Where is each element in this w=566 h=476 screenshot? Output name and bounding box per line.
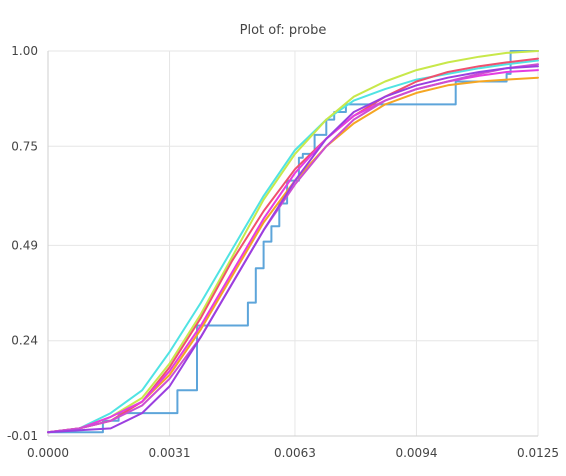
series-line-1 xyxy=(47,50,539,434)
y-tick-label: 0.49 xyxy=(11,238,38,252)
series-line-2 xyxy=(47,59,539,434)
series-lines xyxy=(47,50,539,434)
x-tick-label: 0.0125 xyxy=(517,446,559,460)
y-tick-label: 0.24 xyxy=(11,334,38,348)
x-tick-label: 0.0031 xyxy=(149,446,191,460)
series-line-5 xyxy=(47,57,539,434)
y-tick-label: 1.00 xyxy=(11,44,38,58)
series-line-3 xyxy=(47,50,539,434)
x-tick-label: 0.0000 xyxy=(27,446,69,460)
x-tick-label: 0.0094 xyxy=(395,446,437,460)
axes xyxy=(47,51,538,437)
chart-title: Plot of: probe xyxy=(240,23,327,38)
series-line-4 xyxy=(47,76,539,434)
grid-lines xyxy=(47,50,539,437)
series-line-7 xyxy=(47,63,539,434)
series-line-6 xyxy=(47,69,539,434)
series-line-8 xyxy=(47,65,539,434)
tick-labels: 0.0000 0.0031 0.0063 0.0094 0.0125 -0.01 0.24 0… xyxy=(7,44,559,460)
y-tick-label: -0.01 xyxy=(7,429,38,443)
y-tick-label: 0.75 xyxy=(11,139,38,153)
x-tick-label: 0.0063 xyxy=(274,446,316,460)
